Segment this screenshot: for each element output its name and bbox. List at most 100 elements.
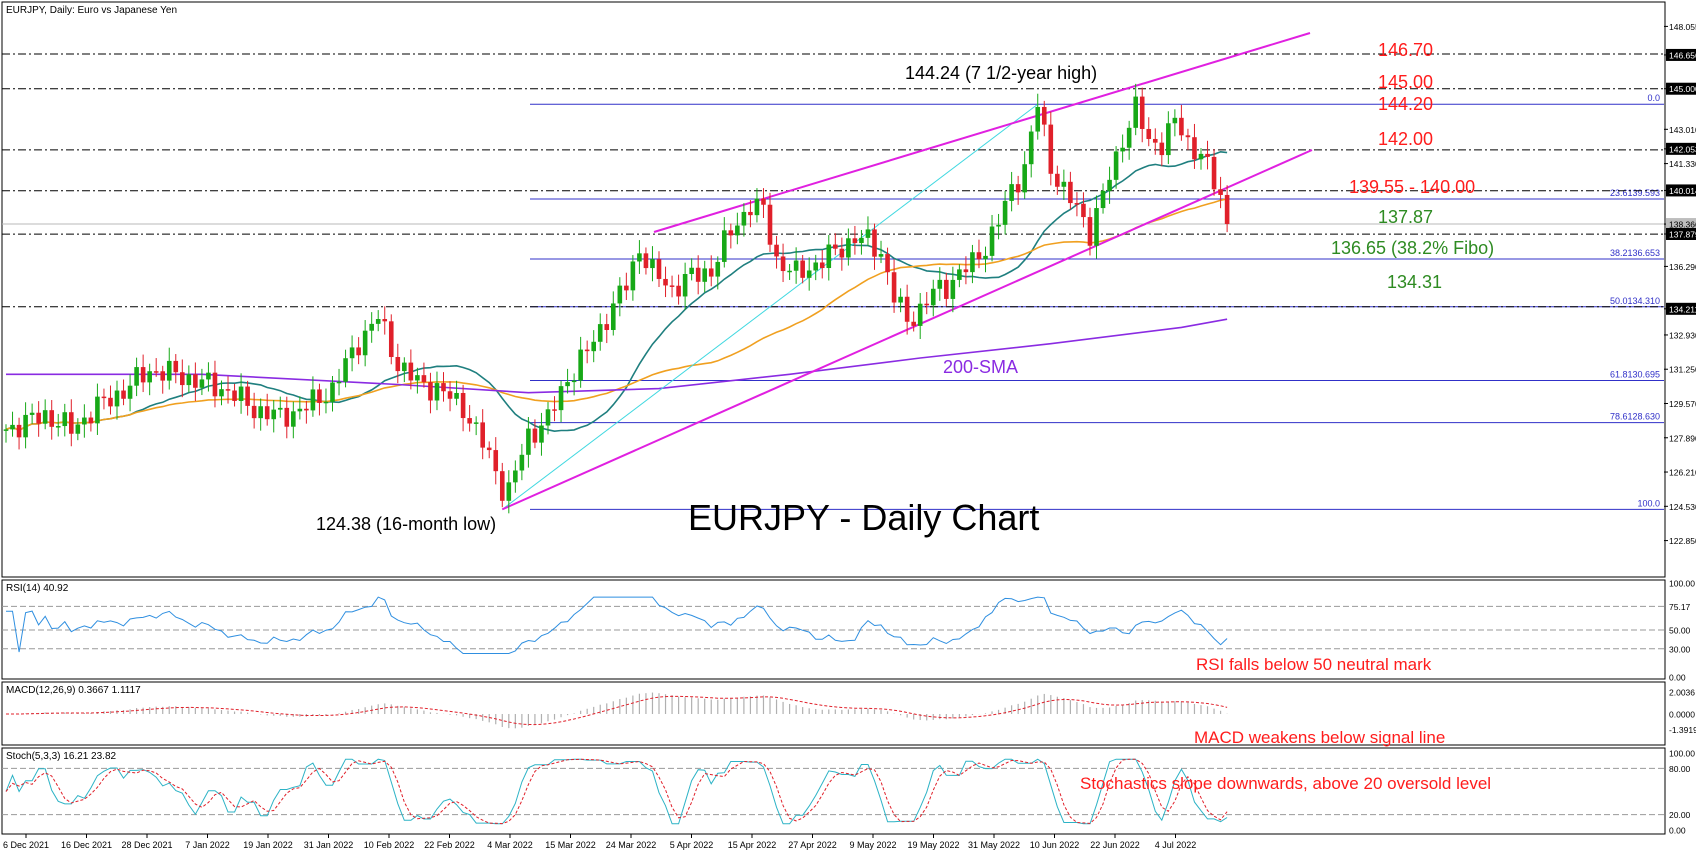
candle	[1152, 138, 1158, 143]
candle	[186, 374, 192, 386]
date-label: 22 Feb 2022	[424, 840, 475, 850]
macd-axis-label: 0.0000	[1669, 710, 1695, 720]
candle	[761, 198, 766, 205]
price-tick-label: 138.366	[1669, 220, 1696, 230]
rsi-line	[6, 596, 1228, 654]
date-label: 19 Jan 2022	[243, 840, 293, 850]
candle	[1002, 200, 1008, 225]
candle	[748, 211, 753, 216]
candle	[245, 386, 250, 406]
date-label: 4 Jul 2022	[1155, 840, 1197, 850]
stoch-panel-frame	[1, 747, 1666, 835]
rsi-label: RSI(14) 40.92	[6, 583, 69, 594]
candle	[780, 256, 786, 272]
candle	[219, 389, 224, 397]
candle	[878, 254, 884, 257]
candle	[29, 412, 35, 415]
rsi-note: RSI falls below 50 neutral mark	[1196, 655, 1432, 674]
date-label: 6 Dec 2021	[3, 840, 49, 850]
candle	[467, 418, 472, 424]
candle	[937, 279, 943, 289]
level-146-70: 146.70	[1378, 40, 1433, 60]
candle	[983, 255, 988, 260]
candle	[251, 405, 257, 419]
candle	[264, 406, 270, 420]
candle	[323, 401, 329, 404]
macd-panel-frame	[1, 681, 1666, 746]
candle	[663, 278, 668, 286]
price-tag	[1666, 218, 1696, 231]
candle	[578, 349, 583, 381]
candle	[447, 391, 453, 399]
candle	[336, 381, 342, 384]
fib-label-0.0: 0.0	[1647, 93, 1660, 103]
candle	[134, 367, 139, 386]
macd-label: MACD(12,26,9) 0.3667 1.1117	[6, 685, 141, 696]
candle	[610, 303, 616, 330]
candle	[565, 382, 570, 387]
candle	[552, 409, 557, 411]
candle	[121, 390, 126, 399]
price-tag	[1666, 82, 1696, 95]
candle	[1068, 181, 1073, 204]
price-tick-label: 127.890	[1669, 433, 1696, 443]
rsi-axis-label: 75.17	[1669, 602, 1691, 612]
candle	[460, 392, 466, 419]
candle	[519, 454, 525, 471]
price-tick-label: 148.055	[1669, 22, 1696, 32]
price-tag	[1666, 142, 1696, 155]
candle	[330, 382, 335, 402]
candle	[441, 383, 446, 392]
candle	[454, 392, 459, 399]
fib-label-78.6: 78.6128.630	[1610, 412, 1660, 422]
candle	[1159, 142, 1165, 156]
candle	[976, 252, 982, 260]
candle	[62, 412, 68, 427]
candle	[624, 285, 629, 291]
candle	[741, 211, 747, 226]
macd-axis-label: 2.0036	[1669, 687, 1695, 697]
candle	[166, 360, 172, 381]
candle	[421, 375, 427, 383]
candle	[1081, 203, 1086, 218]
price-tag	[1666, 48, 1696, 61]
candle	[428, 382, 433, 401]
candle	[676, 285, 681, 297]
candle	[1139, 96, 1145, 129]
sma50-line	[5, 198, 1228, 432]
candle	[1218, 189, 1223, 195]
fib-label-61.8: 61.8130.695	[1610, 370, 1660, 380]
candle	[532, 428, 538, 443]
candle	[839, 248, 845, 258]
candle	[735, 225, 740, 236]
candle	[82, 417, 87, 425]
candle	[715, 261, 721, 277]
candle	[917, 303, 923, 326]
candle	[637, 253, 642, 262]
price-tick-label: 136.290	[1669, 262, 1696, 272]
price-tick-label: 124.530	[1669, 502, 1696, 512]
candle	[800, 260, 805, 278]
fib-label-23.6: 23.6139.593	[1610, 188, 1660, 198]
candle	[356, 347, 361, 356]
candle	[584, 349, 590, 352]
candle	[1126, 127, 1132, 148]
candle	[513, 470, 518, 483]
price-tick-label: 129.570	[1669, 399, 1696, 409]
candle	[3, 429, 9, 431]
fib-trend-line	[501, 103, 1039, 510]
candle	[499, 471, 505, 501]
candle	[225, 389, 231, 391]
candle	[1074, 203, 1080, 205]
sma200-line	[6, 318, 1228, 394]
candle	[473, 422, 479, 424]
candle	[375, 319, 381, 324]
candle	[1185, 135, 1191, 138]
candle	[695, 267, 701, 282]
candle	[826, 244, 832, 269]
candle	[846, 238, 851, 258]
candle	[101, 396, 107, 399]
candle	[480, 422, 485, 448]
level-139-55: 139.55 - 140.00	[1349, 177, 1475, 197]
